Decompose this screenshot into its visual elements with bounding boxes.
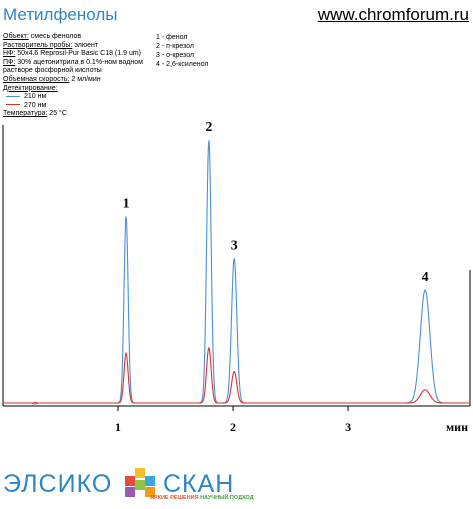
stationary-phase-label: НФ: [3,50,16,58]
legend-item-210: 210 нм [3,93,163,102]
chart-labels: 1 2 3 мин 1 2 3 4 [115,120,468,434]
legend-line-blue [6,95,20,97]
peak-label: 1 [123,196,130,211]
peak-legend-num: 4 [156,61,160,68]
peak-legend-item: 1 - фенол [156,34,188,41]
peak-label: 4 [422,270,429,285]
solvent-value: элюент [74,41,99,49]
peak-legend-num: 3 [156,52,160,59]
detection-label: Детектирование: [3,84,58,92]
conditions-block: Объект: смесь фенолов Растворитель пробы… [3,33,163,119]
temperature-value: 25 °С [49,110,67,118]
website-link[interactable]: www.chromforum.ru [317,5,469,24]
legend-210-text: 210 нм [24,93,47,101]
object-value: смесь фенолов [30,33,82,40]
peak-legend-item: 3 - о-крезол [156,52,195,59]
x-axis-label: мин [446,420,468,434]
stationary-phase-value: 50x4.6 Reprosil-Pur Basic C18 (1.9 um) [17,50,141,58]
legend-270-text: 270 нм [24,101,47,109]
trace-210nm [3,140,470,405]
peak-legend-name: 2,6-ксиленол [166,61,209,68]
tagline-a: ЯРКИЕ РЕШЕНИЯ [150,495,199,501]
chart-traces [3,140,470,405]
scan-logo: СКАН [163,470,235,498]
chromatogram-chart: 1 2 3 мин 1 2 3 4 [2,120,471,434]
flow-value: 2 мл/мин [71,75,101,83]
mobile-phase-label: ПФ: [3,58,16,66]
mobile-phase-value: 30% ацетонитрила в 0.1%-ном водном раств… [3,58,143,75]
x-tick-label: 2 [230,420,236,434]
elsico-logo: ЭЛСИКО [3,470,113,498]
object-label: Объект: [3,33,29,40]
solvent-label: Растворитель пробы: [3,41,73,49]
legend-item-270: 270 нм [3,102,163,111]
temperature-label: Температура: [3,110,48,118]
tagline-b: НАУЧНЫЙ ПОДХОД [200,495,254,501]
chart-axes [2,125,471,411]
flow-label: Объемная скорость: [3,75,70,83]
peak-legend-item: 2 - п-крезол [156,43,194,50]
peak-label: 3 [231,238,238,253]
peak-legend-num: 2 [156,43,160,50]
x-tick-label: 1 [115,420,121,434]
footer-logos: ЭЛСИКО СКАН ЯРКИЕ РЕШЕНИЯ НАУЧНЫЙ ПОДХОД [3,462,263,502]
chart-title: Метилфенолы [3,5,118,24]
logo-tagline: ЯРКИЕ РЕШЕНИЯ НАУЧНЫЙ ПОДХОД [150,495,254,501]
legend-line-red [6,104,20,106]
peak-legend-num: 1 [156,34,160,41]
peak-legend: 1 - фенол 2 - п-крезол 3 - о-крезол 4 - … [156,33,208,69]
peak-legend-item: 4 - 2,6-ксиленол [156,61,209,68]
trace-270nm [3,346,470,404]
cube-logo-icon [125,468,155,497]
peak-legend-name: фенол [166,34,188,41]
peak-legend-name: п-крезол [166,43,194,50]
peak-label: 2 [205,120,212,135]
x-tick-label: 3 [345,420,351,434]
peak-legend-name: о-крезол [166,52,195,59]
